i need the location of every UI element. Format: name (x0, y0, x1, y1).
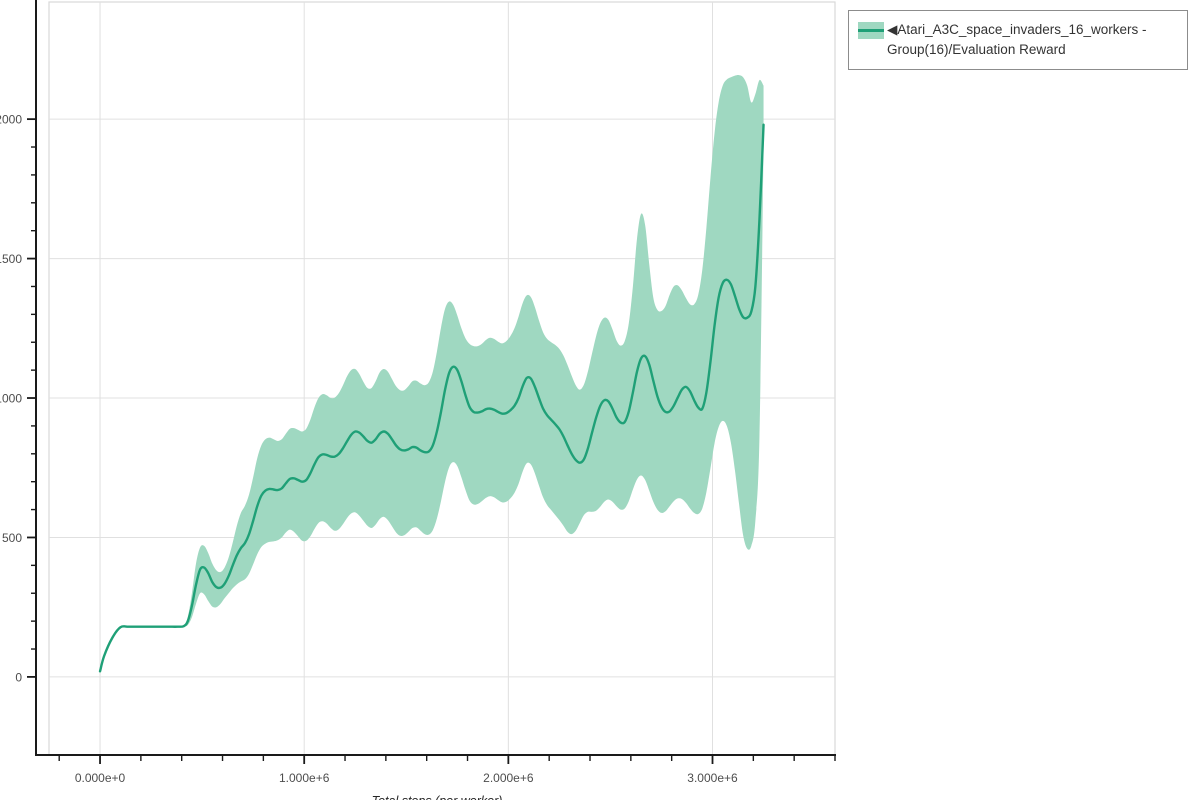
svg-text:1000: 1000 (0, 392, 22, 406)
horizontal-gridlines (49, 118, 835, 678)
chart-legend[interactable]: ◀Atari_A3C_space_invaders_16_workers - G… (848, 10, 1188, 70)
y-axis-ticks (27, 118, 36, 678)
y-axis-tick-labels: 0 500 1000 1500 2000 (0, 113, 22, 685)
axis-spines (35, 0, 836, 756)
x-axis-tick-labels: 0.000e+0 1.000e+6 2.000e+6 3.000e+6 (75, 771, 738, 785)
svg-text:3.000e+6: 3.000e+6 (687, 771, 738, 785)
series-layer (98, 74, 765, 673)
svg-text:0: 0 (15, 670, 22, 684)
mean-line (98, 123, 765, 673)
svg-text:1500: 1500 (0, 252, 22, 266)
legend-entry-label: ◀Atari_A3C_space_invaders_16_workers - G… (887, 22, 1147, 57)
svg-text:500: 500 (2, 531, 22, 545)
svg-text:1.000e+6: 1.000e+6 (279, 771, 330, 785)
svg-text:2.000e+6: 2.000e+6 (483, 771, 534, 785)
svg-text:2000: 2000 (0, 113, 22, 127)
x-axis-ticks (58, 755, 836, 764)
legend-color-swatch (858, 22, 884, 39)
confidence-band (100, 74, 764, 672)
legend-line-sample (858, 29, 884, 32)
svg-text:0.000e+0: 0.000e+0 (75, 771, 126, 785)
x-axis-title: Total steps (per worker) (372, 794, 503, 800)
